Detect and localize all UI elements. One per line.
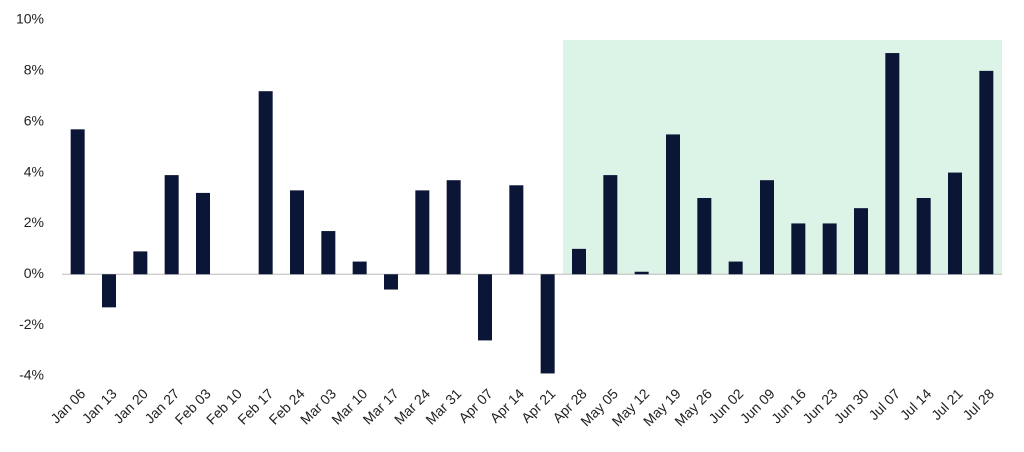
bar — [666, 134, 680, 275]
y-tick-label: -4% — [19, 367, 44, 383]
x-tick-label: Apr 14 — [487, 385, 528, 426]
x-tick-label: Apr 21 — [518, 385, 559, 426]
y-tick-label: 6% — [24, 112, 44, 128]
x-tick-label: Jun 02 — [705, 385, 746, 426]
x-tick-label: Jan 06 — [47, 385, 88, 426]
y-tick-label: -2% — [19, 316, 44, 332]
x-tick-label: Jun 30 — [831, 385, 872, 426]
bar — [540, 274, 555, 374]
bar — [854, 208, 868, 275]
y-tick-label: 4% — [24, 163, 44, 179]
x-tick-label: Jul 07 — [865, 385, 903, 423]
bar — [822, 223, 837, 275]
y-tick-label: 10% — [16, 11, 44, 27]
bar — [916, 198, 931, 275]
y-tick-label: 8% — [24, 62, 44, 78]
bar — [446, 180, 461, 275]
bar — [478, 274, 492, 341]
bar — [384, 274, 398, 290]
bar — [509, 185, 524, 275]
bar — [572, 248, 586, 275]
x-tick-label: Jul 14 — [897, 385, 935, 423]
bar — [948, 172, 962, 275]
bar — [102, 274, 116, 308]
bar — [258, 91, 273, 275]
bar — [164, 175, 179, 275]
bar — [728, 261, 743, 275]
y-tick-label: 0% — [24, 265, 44, 281]
x-tick-label: Apr 07 — [455, 385, 496, 426]
bar — [885, 53, 900, 275]
bar — [290, 190, 304, 275]
bar — [634, 271, 649, 275]
bar — [697, 198, 712, 275]
x-tick-label: Mar 31 — [422, 385, 464, 427]
bar — [352, 261, 367, 275]
x-tick-label: Jun 23 — [799, 385, 840, 426]
bar — [133, 251, 148, 275]
x-tick-label: Jan 13 — [79, 385, 120, 426]
x-tick-label: Jun 16 — [768, 385, 809, 426]
x-tick-label: Jun 09 — [737, 385, 778, 426]
bar — [70, 129, 85, 275]
bar — [603, 175, 618, 275]
y-tick-label: 2% — [24, 214, 44, 230]
highlight-region — [563, 40, 1002, 274]
bar — [979, 70, 994, 275]
bar — [760, 180, 774, 275]
bar — [196, 192, 210, 275]
bar — [321, 231, 336, 275]
bar — [791, 223, 806, 275]
x-tick-label: Jul 21 — [928, 385, 966, 423]
x-tick-label: Jan 20 — [110, 385, 151, 426]
x-tick-label: Jul 28 — [959, 385, 997, 423]
bar — [415, 190, 430, 275]
